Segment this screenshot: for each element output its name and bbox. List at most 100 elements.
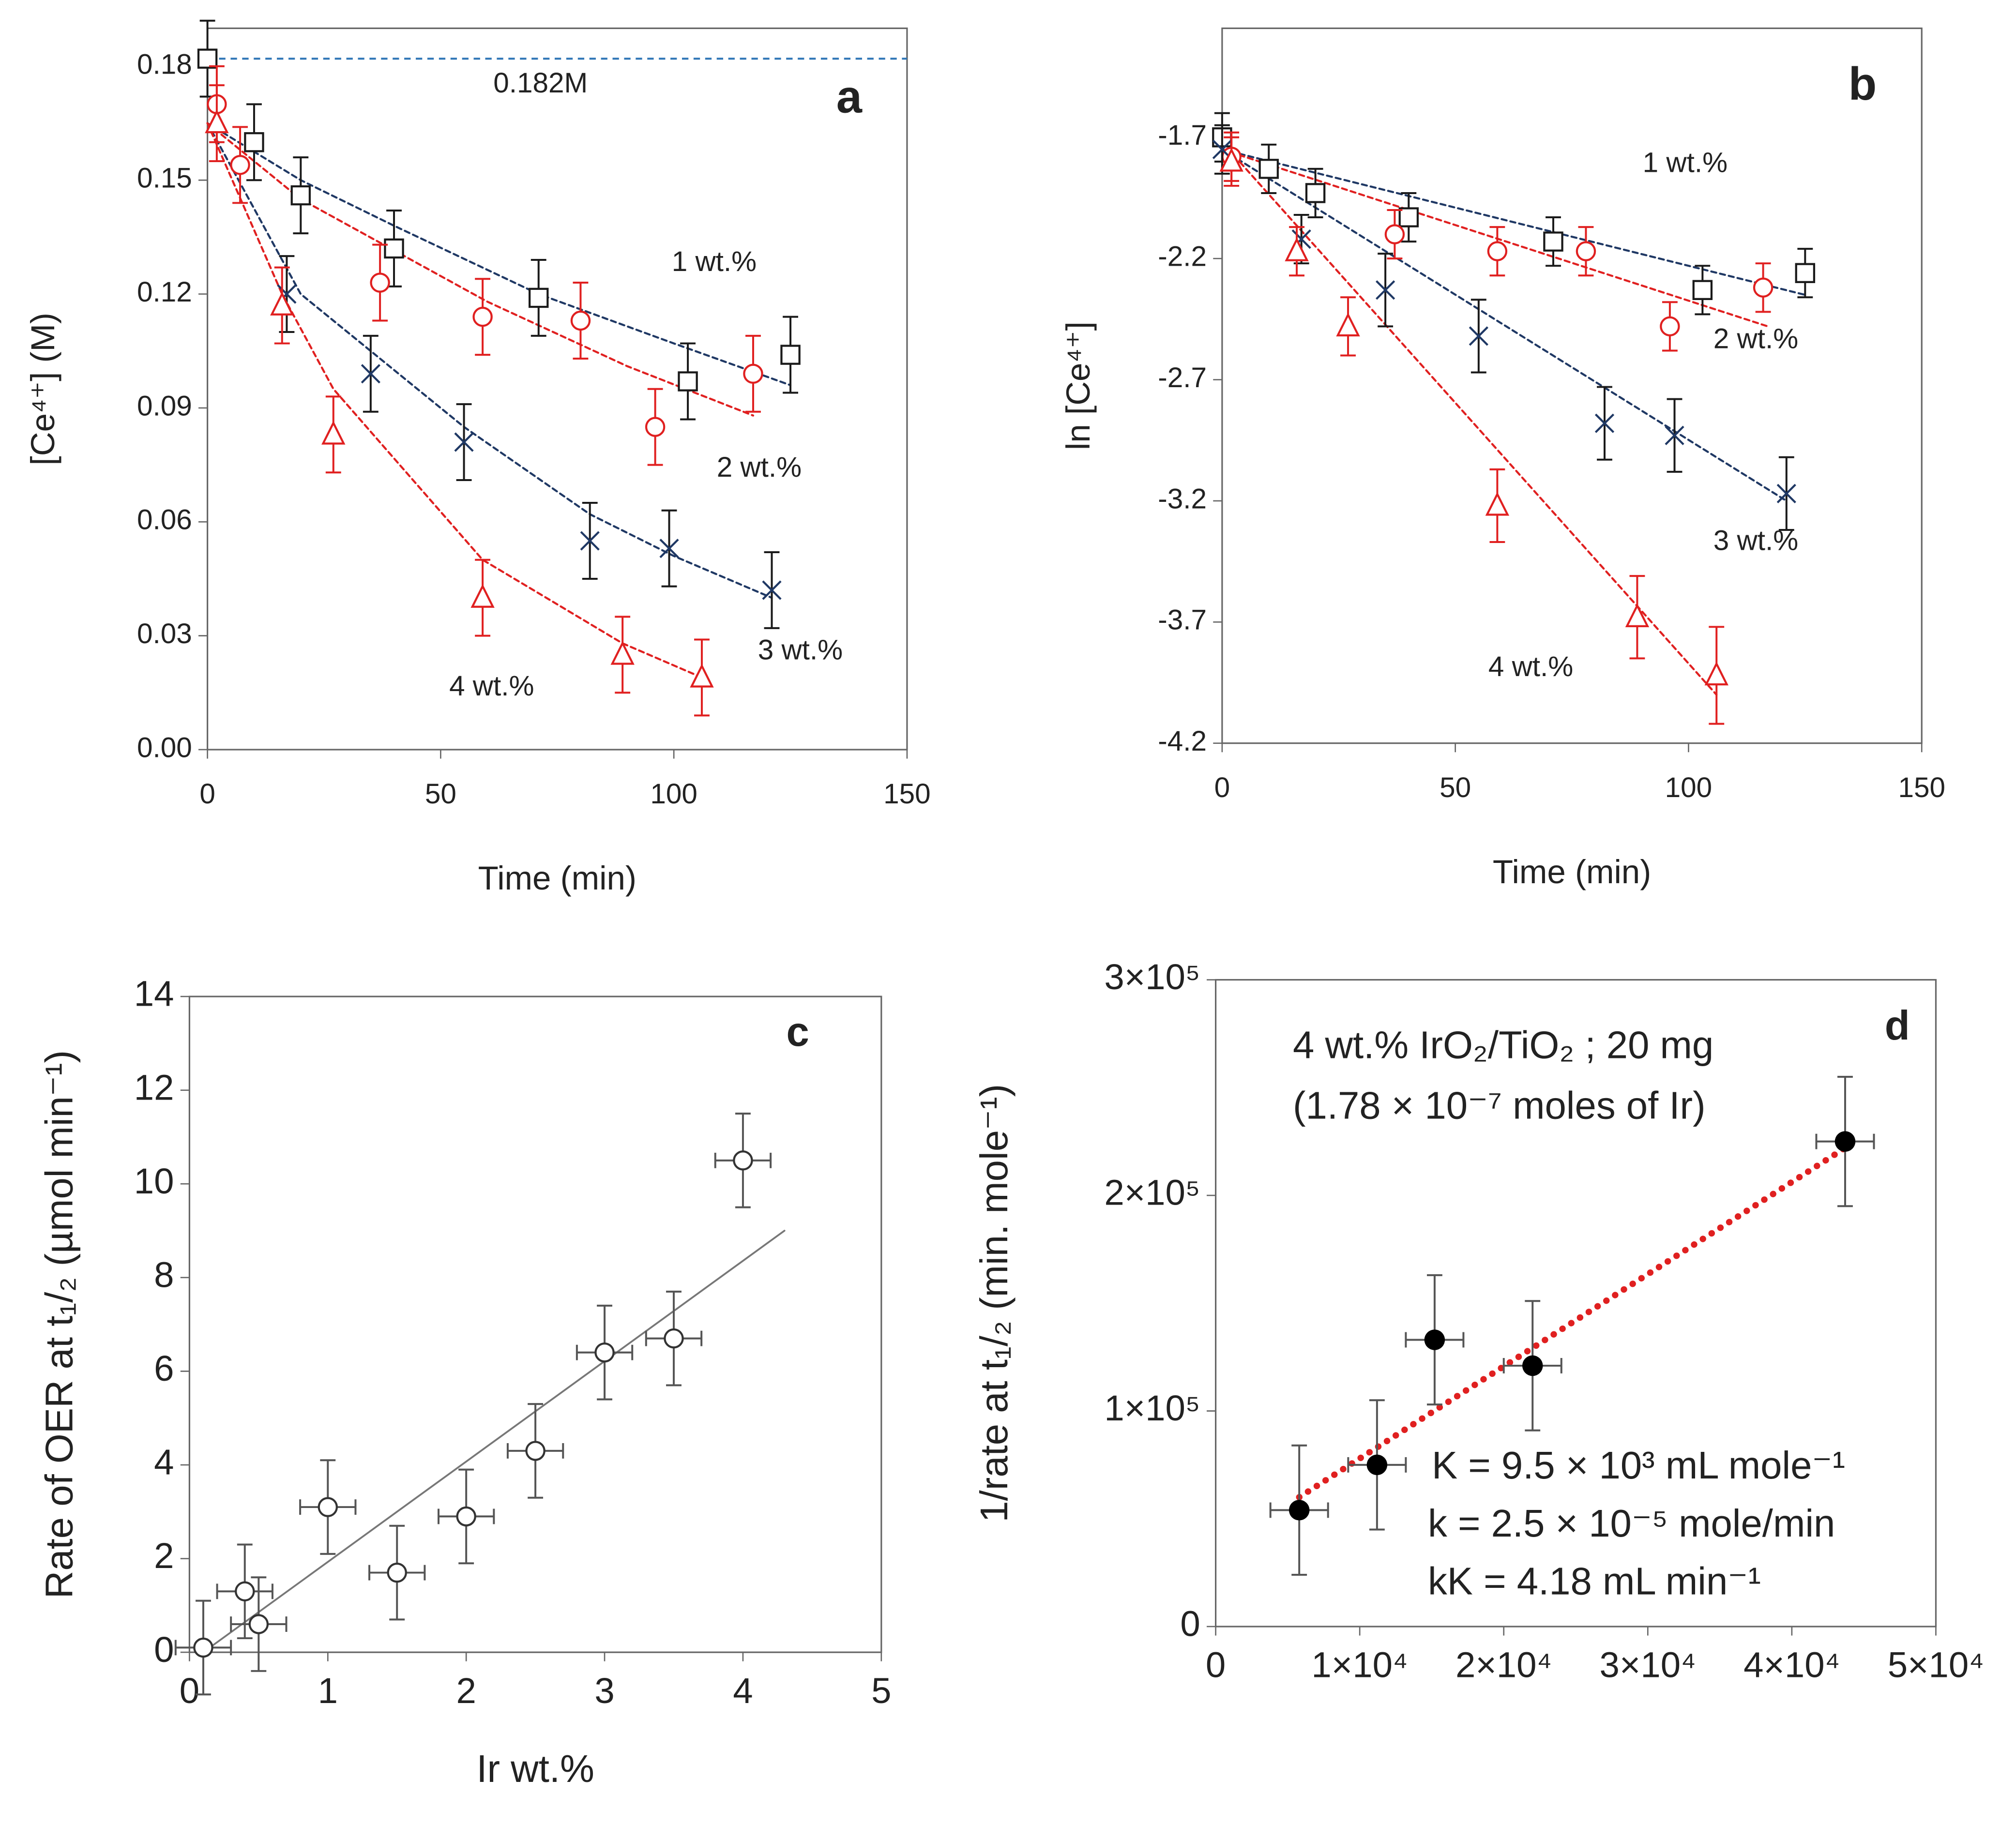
point (1522, 1355, 1543, 1376)
cross-stroke (361, 364, 380, 384)
y-tick-label: -1.7 (1158, 120, 1207, 151)
point (1485, 492, 1510, 516)
point (197, 48, 218, 69)
x-tick-label: 0 (1214, 772, 1230, 803)
point (1336, 312, 1360, 337)
cross-stroke (580, 531, 600, 551)
y-tick-label: 0.00 (137, 732, 192, 763)
y-tick-label: 10 (134, 1161, 174, 1201)
point (1258, 159, 1279, 179)
point (1594, 413, 1615, 433)
x-tick-label: 4×10⁴ (1743, 1645, 1840, 1685)
point (1704, 661, 1728, 686)
x-tick-label: 2×10⁴ (1455, 1645, 1552, 1685)
y-tick-label: -4.2 (1158, 725, 1207, 757)
series-label: 1 wt.% (1643, 147, 1728, 179)
fit-line (1221, 141, 1718, 696)
point (1487, 241, 1508, 261)
panel-letter: d (1885, 1003, 1910, 1049)
x-tick-label: 3×10⁴ (1600, 1645, 1696, 1685)
point (664, 1328, 684, 1349)
annotation: K = 9.5 × 10³ mL mole⁻¹ (1432, 1444, 1845, 1487)
cross-stroke (1376, 280, 1395, 300)
x-tick-label: 100 (1665, 772, 1713, 803)
point (780, 345, 801, 365)
point (678, 371, 698, 392)
point (361, 364, 380, 384)
point (1305, 183, 1326, 203)
x-axis-label: Time (min) (478, 859, 637, 897)
point (370, 272, 390, 293)
y-axis-label: Rate of OER at t₁/₂ (µmol min⁻¹) (37, 1050, 80, 1599)
panel-letter: a (836, 71, 863, 123)
y-tick-label: 8 (154, 1254, 174, 1295)
y-tick-label: 0.09 (137, 390, 192, 422)
point (1384, 224, 1405, 244)
point (387, 1562, 407, 1583)
point (454, 432, 474, 452)
y-axis-label: 1/rate at t₁/₂ (min. mole⁻¹) (972, 1084, 1016, 1523)
cross-stroke (1776, 483, 1796, 504)
plot-frame (1214, 979, 1937, 1628)
fit-line (1221, 148, 1806, 296)
cross-stroke (454, 432, 474, 452)
fit-line (206, 122, 755, 417)
cross-stroke (1212, 139, 1232, 159)
point (594, 1342, 615, 1363)
point (659, 539, 679, 558)
reference-label: 0.182M (493, 67, 588, 99)
y-tick-label: 0.18 (137, 48, 192, 80)
series-label: 3 wt.% (1713, 525, 1798, 557)
series-label: 2 wt.% (1713, 323, 1798, 355)
point (610, 641, 635, 665)
point (270, 291, 294, 316)
y-tick-label: -3.7 (1158, 604, 1207, 636)
point (470, 584, 495, 608)
y-tick-label: -3.2 (1158, 483, 1207, 514)
point (1543, 231, 1563, 252)
x-tick-label: 150 (1898, 772, 1945, 803)
x-tick-label: 3 (594, 1671, 614, 1711)
annotation: k = 2.5 × 10⁻⁵ mole/min (1428, 1502, 1835, 1545)
y-tick-label: -2.2 (1158, 241, 1207, 272)
y-tick-label: 0 (1180, 1604, 1200, 1644)
series-label: 2 wt.% (717, 452, 802, 483)
series-label: 4 wt.% (1488, 651, 1573, 682)
plot-frame (1221, 27, 1923, 744)
fit-line (206, 122, 792, 386)
point (456, 1506, 476, 1527)
point (762, 580, 782, 600)
y-tick-label: 3×10⁵ (1104, 957, 1200, 997)
annotation: kK = 4.18 mL min⁻¹ (1428, 1559, 1761, 1602)
point (1366, 1454, 1388, 1476)
x-tick-label: 50 (425, 778, 456, 810)
point (235, 1581, 255, 1601)
y-tick-label: 4 (154, 1442, 174, 1482)
cross-stroke (1469, 326, 1488, 346)
fit-line (206, 122, 703, 679)
point (384, 238, 404, 259)
point (1376, 280, 1395, 300)
x-axis-label: Time (min) (1493, 853, 1651, 890)
series-label: 4 wt.% (449, 670, 534, 702)
x-tick-label: 2 (456, 1671, 476, 1711)
cross-stroke (659, 539, 679, 558)
point (1625, 603, 1650, 628)
plot-frame (206, 27, 908, 751)
point (1219, 148, 1243, 172)
point (1753, 277, 1773, 298)
plot-frame (188, 995, 882, 1653)
point (1692, 280, 1713, 300)
point (321, 421, 346, 445)
point (690, 664, 714, 688)
point (1288, 1500, 1310, 1521)
fit-line (206, 122, 773, 599)
series-label: 3 wt.% (758, 634, 843, 665)
point (1795, 263, 1816, 283)
y-tick-label: 0 (154, 1629, 174, 1670)
point (525, 1441, 546, 1461)
x-tick-label: 4 (733, 1671, 753, 1711)
y-tick-label: 0.15 (137, 163, 192, 194)
y-tick-label: 0.03 (137, 618, 192, 649)
